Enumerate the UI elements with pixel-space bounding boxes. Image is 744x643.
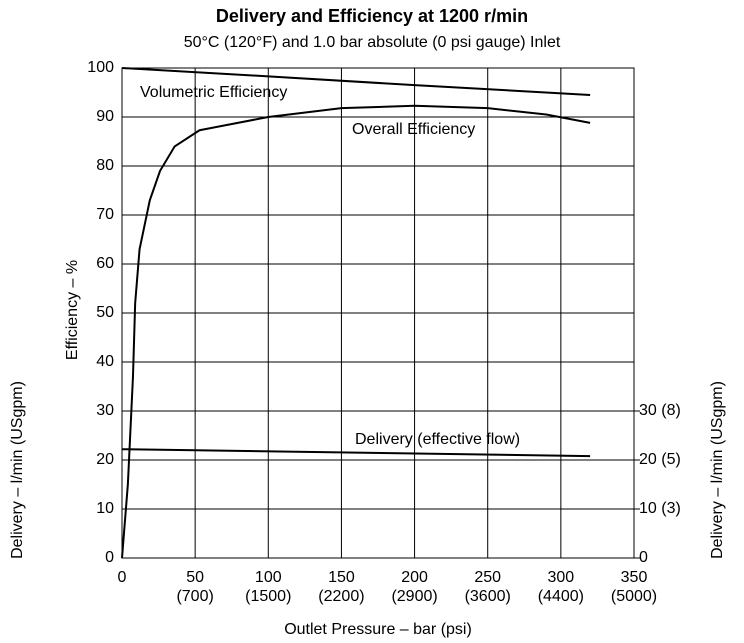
series-label: Overall Efficiency	[352, 121, 475, 138]
x-tick-label: 100	[255, 569, 282, 586]
x-tick-label-psi: (2900)	[391, 588, 437, 605]
x-tick-label: 350	[621, 569, 648, 586]
x-tick-label: 250	[474, 569, 501, 586]
y-tick-label: 40	[96, 353, 114, 370]
y2-axis-label-left: Delivery – l/min (USgpm)	[9, 381, 26, 559]
x-tick-label-psi: (4400)	[538, 588, 584, 605]
y-tick-label: 20	[96, 451, 114, 468]
y-tick-label: 0	[105, 549, 114, 566]
y-tick-label: 50	[96, 304, 114, 321]
chart-subtitle: 50°C (120°F) and 1.0 bar absolute (0 psi…	[184, 34, 561, 51]
x-tick-label: 50	[186, 569, 204, 586]
series-label: Volumetric Efficiency	[140, 84, 287, 101]
x-tick-label-psi: (3600)	[465, 588, 511, 605]
y-tick-label: 70	[96, 206, 114, 223]
y-tick-label: 60	[96, 255, 114, 272]
y-tick-label: 10	[96, 500, 114, 517]
y-tick-label: 100	[87, 59, 114, 76]
x-axis-label: Outlet Pressure – bar (psi)	[284, 621, 472, 638]
x-tick-label-psi: (2200)	[318, 588, 364, 605]
series-line	[121, 104, 591, 559]
y2-tick-label: 30 (8)	[639, 402, 681, 419]
x-tick-label: 150	[328, 569, 355, 586]
x-tick-label: 200	[401, 569, 428, 586]
series-line	[121, 448, 591, 458]
x-tick-label: 0	[118, 569, 127, 586]
y-axis-label: Efficiency – %	[64, 260, 81, 360]
x-tick-label-psi: (5000)	[611, 588, 657, 605]
chart-title: Delivery and Efficiency at 1200 r/min	[216, 6, 528, 26]
x-tick-label-psi: (700)	[176, 588, 213, 605]
x-tick-label-psi: (1500)	[245, 588, 291, 605]
y2-tick-label: 20 (5)	[639, 451, 681, 468]
x-tick-label: 300	[548, 569, 575, 586]
y-tick-label: 30	[96, 402, 114, 419]
y2-tick-label: 10 (3)	[639, 500, 681, 517]
series-line	[121, 67, 591, 96]
y-tick-label: 80	[96, 157, 114, 174]
series-label: Delivery (effective flow)	[355, 431, 520, 448]
y-tick-label: 90	[96, 108, 114, 125]
y2-axis-label: Delivery – l/min (USgpm)	[709, 381, 726, 559]
y2-tick-label: 0	[639, 549, 648, 566]
